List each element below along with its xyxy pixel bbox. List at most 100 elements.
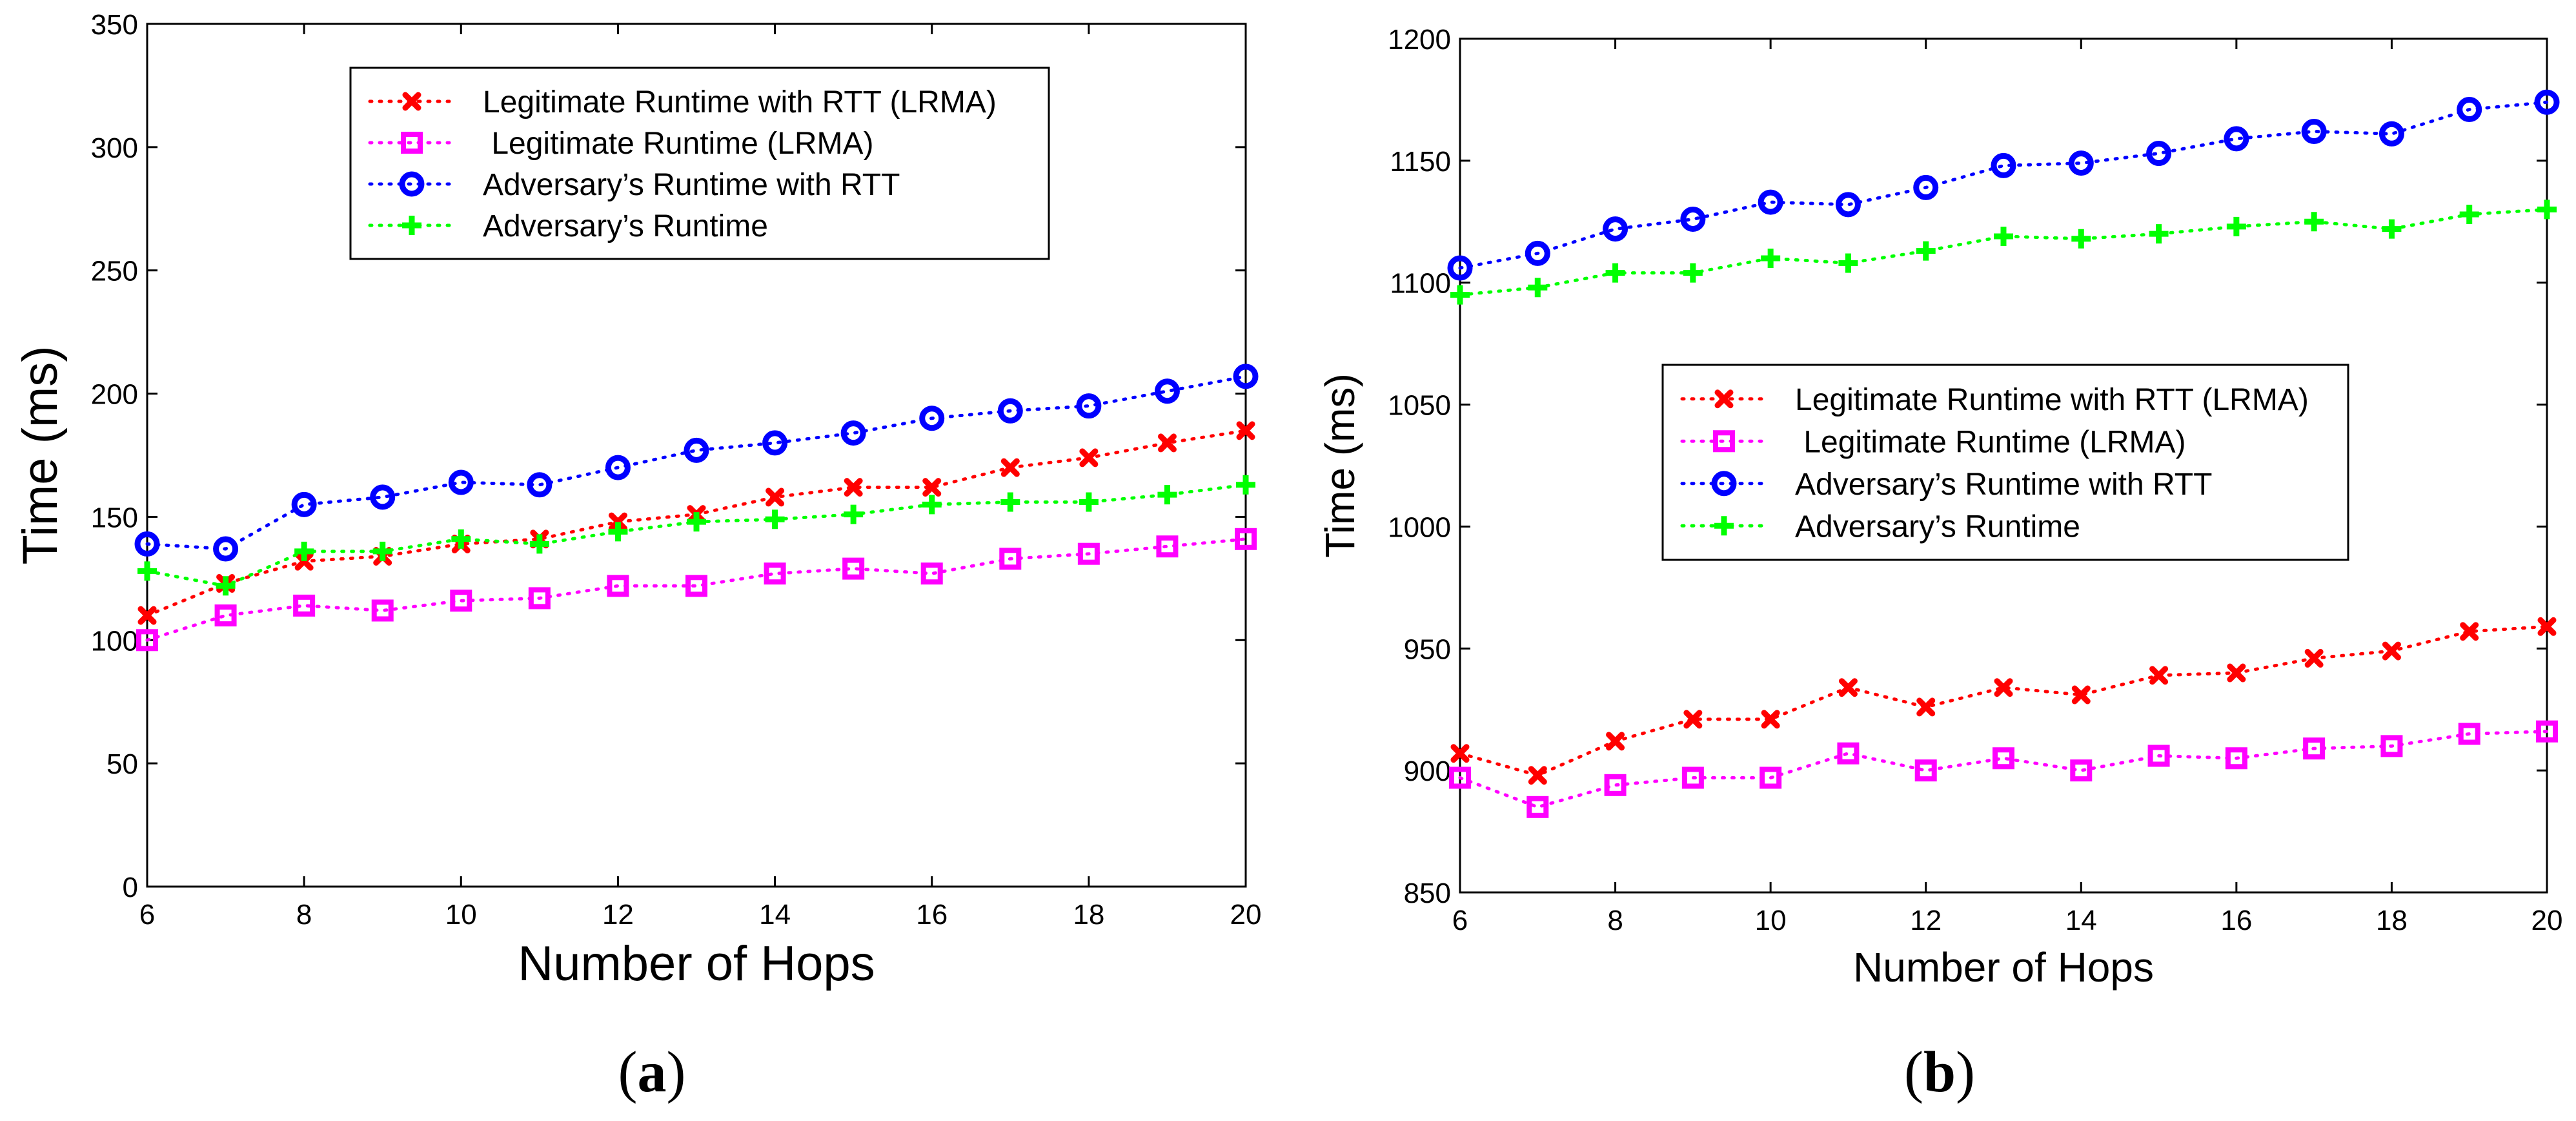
data-point: [1079, 492, 1099, 512]
x-tick-label: 20: [1230, 899, 1262, 931]
data-point: [1994, 678, 2013, 697]
data-point: [1683, 710, 1703, 729]
legend-label: Adversary’s Runtime with RTT: [483, 168, 900, 202]
data-point: [2149, 666, 2169, 685]
data-point: [2071, 229, 2091, 249]
series-line: [1458, 207, 2549, 297]
data-point: [1236, 475, 1255, 495]
data-point: [1681, 766, 1704, 789]
x-tick-label: 6: [1452, 905, 1468, 936]
data-point: [136, 629, 158, 652]
x-tick-label: 14: [2065, 905, 2097, 936]
y-tick-label: 1000: [1388, 511, 1451, 543]
legend-marker: [402, 216, 421, 235]
series-line: [1458, 624, 2549, 777]
y-axis-label: Time (ms): [13, 345, 68, 564]
data-point: [1450, 744, 1470, 763]
data-point: [922, 478, 942, 497]
series-2: [134, 364, 1259, 562]
data-point: [372, 541, 392, 561]
data-point: [1076, 393, 1102, 419]
data-point: [840, 420, 866, 446]
legend-marker: [1714, 389, 1734, 409]
data-point: [1758, 189, 1783, 215]
data-point: [529, 534, 549, 554]
data-point: [842, 557, 865, 580]
data-point: [766, 488, 785, 507]
data-point: [1603, 216, 1628, 242]
panel-a-plot-frame: [146, 23, 1247, 888]
series-1: [1449, 720, 2558, 818]
y-tick-label: 0: [123, 872, 138, 903]
data-point: [685, 575, 707, 597]
data-point: [1838, 253, 1858, 273]
data-point: [134, 531, 160, 557]
panel-a: 6 8 10 12 14 16 18 20050100150200250300350Numbe…: [13, 9, 1261, 1104]
legend: Legitimate Runtime with RTT (LRMA) Legit…: [349, 67, 1050, 260]
data-point: [2459, 204, 2479, 224]
legend: Legitimate Runtime with RTT (LRMA) Legit…: [1661, 364, 2349, 561]
legend-label: Legitimate Runtime with RTT (LRMA): [483, 85, 997, 119]
data-point: [1526, 796, 1549, 818]
y-tick-label: 50: [106, 748, 138, 780]
panel-b: 6 8 10 12 14 16 18 20 850 900 950 1000 1050 1100 1150 1…: [1317, 24, 2562, 1104]
data-point: [2147, 745, 2170, 767]
y-tick-label: 900: [1404, 756, 1451, 787]
x-tick-label: 8: [1607, 905, 1623, 936]
legend-entry: Legitimate Runtime with RTT (LRMA): [368, 85, 997, 119]
data-point: [920, 562, 943, 585]
y-tick-label: 1050: [1388, 390, 1451, 422]
data-point: [765, 509, 785, 530]
legend-label: Legitimate Runtime (LRMA): [1795, 425, 2186, 459]
data-point: [1079, 448, 1099, 468]
data-point: [1156, 535, 1179, 558]
data-point: [214, 604, 237, 627]
data-point: [2457, 97, 2482, 123]
x-tick-label: 16: [916, 899, 948, 931]
data-point: [2382, 219, 2402, 239]
data-point: [999, 548, 1022, 570]
data-point: [527, 472, 553, 498]
panel-letter: a: [638, 1040, 667, 1104]
legend-label: Adversary’s Runtime: [1795, 509, 2080, 544]
y-tick-label: 950: [1404, 633, 1451, 665]
legend-entry: Adversary’s Runtime: [1680, 509, 2080, 544]
data-point: [1761, 710, 1780, 729]
x-axis-label: Number of Hops: [518, 936, 875, 991]
data-point: [1235, 528, 1257, 550]
data-point: [2460, 622, 2479, 641]
data-point: [2149, 224, 2169, 244]
data-point: [2382, 641, 2401, 661]
data-point: [1000, 492, 1020, 512]
data-point: [1914, 759, 1937, 782]
data-point: [919, 406, 945, 431]
data-point: [605, 455, 631, 480]
data-point: [2304, 212, 2324, 232]
legend-entry: Adversary’s Runtime with RTT: [368, 168, 900, 202]
series-line: [145, 375, 1248, 551]
data-point: [2224, 126, 2249, 152]
data-point: [1236, 421, 1255, 440]
data-point: [1157, 433, 1177, 453]
series-3: [1450, 200, 2557, 305]
data-point: [137, 561, 157, 581]
series-0: [1450, 617, 2557, 785]
data-point: [1525, 240, 1550, 266]
x-tick-label: 20: [2531, 905, 2563, 936]
y-tick-label: 350: [91, 9, 138, 41]
legend-label: Legitimate Runtime (LRMA): [483, 127, 874, 161]
data-point: [997, 398, 1023, 424]
data-point: [1157, 485, 1177, 505]
data-point: [1605, 263, 1625, 283]
x-tick-label: 10: [1755, 905, 1787, 936]
data-point: [2537, 200, 2557, 220]
y-tick-label: 150: [91, 502, 138, 533]
data-point: [2226, 216, 2246, 236]
data-point: [1000, 458, 1020, 477]
data-point: [844, 504, 864, 524]
data-point: [1449, 766, 1471, 789]
legend-label: Adversary’s Runtime with RTT: [1795, 468, 2212, 502]
data-point: [294, 551, 314, 571]
data-point: [293, 594, 316, 617]
data-point: [1993, 747, 2014, 770]
